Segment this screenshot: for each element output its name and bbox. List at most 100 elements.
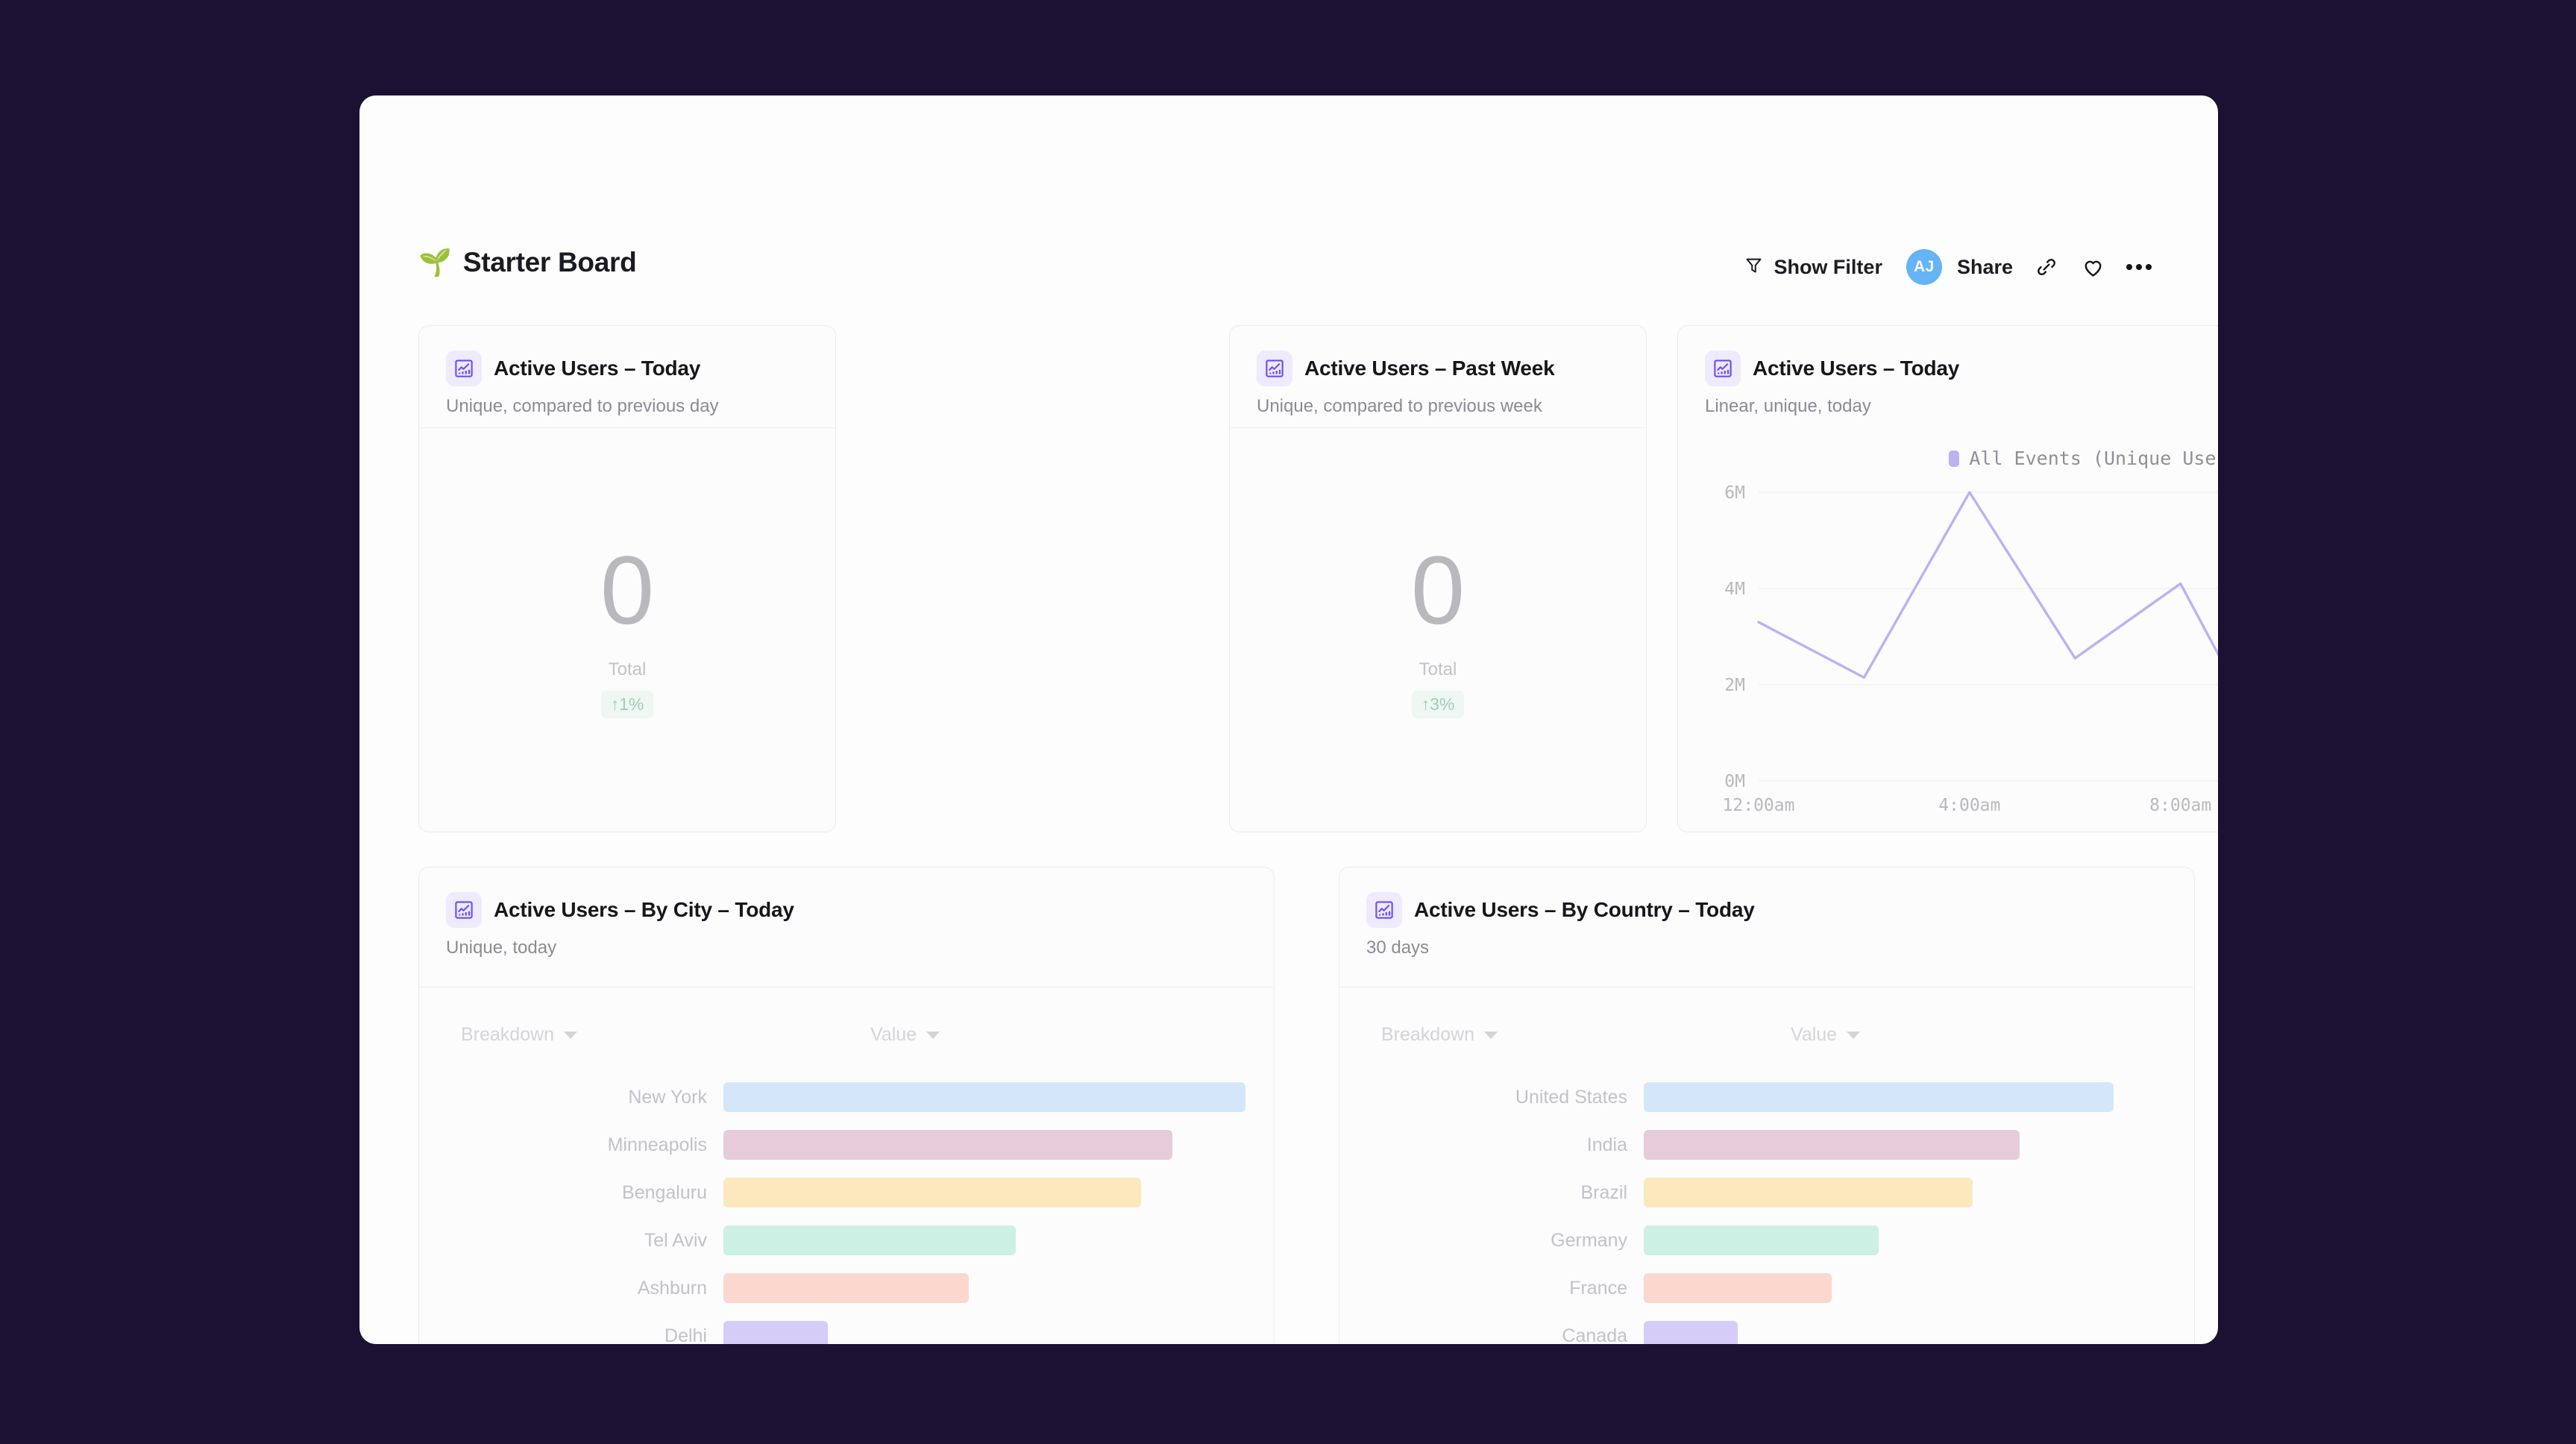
kpi-value: 0 <box>1410 535 1466 644</box>
ellipsis-icon[interactable] <box>2116 246 2162 288</box>
breakdown-label: Bengaluru <box>622 1181 707 1203</box>
breakdown-label: Germany <box>1551 1229 1627 1251</box>
link-icon[interactable] <box>2023 246 2070 288</box>
breakdown-label: Ashburn <box>637 1277 707 1299</box>
heart-icon[interactable] <box>2070 246 2116 288</box>
series-line-all-events <box>1757 491 2218 679</box>
breakdown-bar[interactable] <box>1644 1273 1832 1303</box>
card-title: Active Users – Past Week <box>1304 357 1555 380</box>
chevron-down-icon <box>1484 1031 1498 1039</box>
card-title: Active Users – By Country – Today <box>1414 898 1755 921</box>
breakdown-bar[interactable] <box>723 1321 828 1344</box>
table-row[interactable]: New York <box>419 1073 1274 1121</box>
breakdown-bar[interactable] <box>723 1225 1016 1255</box>
table-row[interactable]: Minneapolis <box>419 1121 1274 1169</box>
line-chart-icon <box>446 351 482 386</box>
y-axis-tick-label: 6M <box>1724 483 1745 503</box>
line-chart-icon <box>1705 351 1741 386</box>
card-subtitle: Unique, compared to previous day <box>446 396 719 416</box>
breakdown-label: Canada <box>1562 1325 1627 1345</box>
ellipsis-dots <box>2126 264 2152 270</box>
divider <box>1339 987 2194 988</box>
line-chart-icon <box>446 892 482 928</box>
status-badge: ↑1% <box>600 690 654 718</box>
kpi-value-label: Total <box>1419 659 1457 679</box>
share-button[interactable]: Share <box>1947 248 2023 286</box>
legend-swatch <box>1949 450 1960 467</box>
table-row[interactable]: Germany <box>1339 1217 2194 1264</box>
show-filter-label: Show Filter <box>1774 255 1882 278</box>
breakdown-bar[interactable] <box>723 1130 1172 1160</box>
card-active-users-today[interactable]: Active Users – Today Unique, compared to… <box>418 325 836 832</box>
x-axis-tick-label: 12:00am <box>1723 796 1795 815</box>
breakdown-bar[interactable] <box>723 1178 1141 1208</box>
chart-legend[interactable]: All Events (Unique Users) <box>1678 448 2218 469</box>
line-chart-icon <box>1366 892 1402 928</box>
seedling-icon: 🌱 <box>418 247 452 277</box>
breakdown-label: Minneapolis <box>607 1134 707 1155</box>
column-header-breakdown-label: Breakdown <box>461 1024 555 1045</box>
card-active-users-past-week[interactable]: Active Users – Past Week Unique, compare… <box>1229 325 1647 832</box>
breakdown-bar[interactable] <box>1644 1321 1738 1344</box>
card-active-users-today-linear[interactable]: Active Users – Today Linear, unique, tod… <box>1677 325 2218 832</box>
column-header-value[interactable]: Value <box>870 1024 940 1046</box>
table-row[interactable]: Delhi <box>419 1312 1274 1344</box>
kpi-body: 0 Total ↑1% <box>419 427 835 832</box>
breakdown-label: Delhi <box>665 1325 707 1345</box>
column-header-value[interactable]: Value <box>1791 1024 1861 1046</box>
card-title: Active Users – Today <box>494 357 701 380</box>
table-row[interactable]: Brazil <box>1339 1169 2194 1217</box>
card-subtitle: 30 days <box>1366 938 1430 958</box>
breakdown-label: United States <box>1515 1086 1627 1108</box>
page-title: Starter Board <box>462 247 637 277</box>
avatar[interactable]: AJ <box>1906 249 1942 285</box>
divider <box>419 987 1274 988</box>
y-axis-tick-label: 4M <box>1724 580 1745 599</box>
chevron-down-icon <box>926 1031 940 1039</box>
table-row[interactable]: India <box>1339 1121 2194 1169</box>
breakdown-label: Tel Aviv <box>644 1229 707 1251</box>
kpi-body: 0 Total ↑3% <box>1230 427 1646 832</box>
y-axis-ticks: 0M 2M 4M 6M <box>1724 483 1745 791</box>
board-header: 🌱 Starter Board Show Filter AJ Share <box>359 95 2218 285</box>
column-header-value-label: Value <box>870 1024 917 1045</box>
column-header-breakdown[interactable]: Breakdown <box>461 1024 578 1046</box>
gridlines <box>1759 492 2218 782</box>
card-header: Active Users – Today Unique, compared to… <box>419 326 835 417</box>
table-row[interactable]: Bengaluru <box>419 1169 1274 1217</box>
kpi-value-label: Total <box>608 659 647 679</box>
breakdown-bar[interactable] <box>1644 1130 2020 1160</box>
breakdown-bar[interactable] <box>723 1082 1245 1112</box>
kpi-value: 0 <box>600 535 655 644</box>
breakdown-bar[interactable] <box>1644 1082 2114 1112</box>
breakdown-bar[interactable] <box>1644 1178 1973 1208</box>
x-axis-tick-label: 4:00am <box>1938 796 2000 815</box>
card-subtitle: Linear, unique, today <box>1705 396 1871 416</box>
funnel-icon <box>1744 255 1764 279</box>
dashboard-window: 🌱 Starter Board Show Filter AJ Share <box>359 95 2218 1344</box>
header-actions: Show Filter AJ Share <box>1733 246 2162 288</box>
breakdown-label: Brazil <box>1580 1181 1627 1203</box>
table-row[interactable]: Tel Aviv <box>419 1217 1274 1264</box>
table-row[interactable]: Ashburn <box>419 1264 1274 1312</box>
show-filter-button[interactable]: Show Filter <box>1733 248 1893 286</box>
table-row[interactable]: Canada <box>1339 1312 2194 1344</box>
table-row[interactable]: France <box>1339 1264 2194 1312</box>
column-header-breakdown-label: Breakdown <box>1381 1024 1475 1045</box>
card-active-users-by-country[interactable]: Active Users – By Country – Today 30 day… <box>1339 867 2195 1344</box>
breakdown-bar[interactable] <box>723 1273 969 1303</box>
card-header: Active Users – Today Linear, unique, tod… <box>1678 326 2218 417</box>
breakdown-column-headers: Breakdown Value <box>419 1024 1274 1054</box>
share-label: Share <box>1956 255 2013 278</box>
x-axis-tick-label: 8:00am <box>2149 796 2211 815</box>
card-header: Active Users – By Country – Today 30 day… <box>1339 867 2194 958</box>
column-header-breakdown[interactable]: Breakdown <box>1381 1024 1498 1046</box>
status-badge: ↑3% <box>1411 690 1465 718</box>
card-active-users-by-city[interactable]: Active Users – By City – Today Unique, t… <box>418 867 1275 1344</box>
column-header-value-label: Value <box>1791 1024 1838 1045</box>
table-row[interactable]: United States <box>1339 1073 2194 1121</box>
chevron-down-icon <box>564 1031 578 1039</box>
breakdown-bar[interactable] <box>1644 1225 1879 1255</box>
